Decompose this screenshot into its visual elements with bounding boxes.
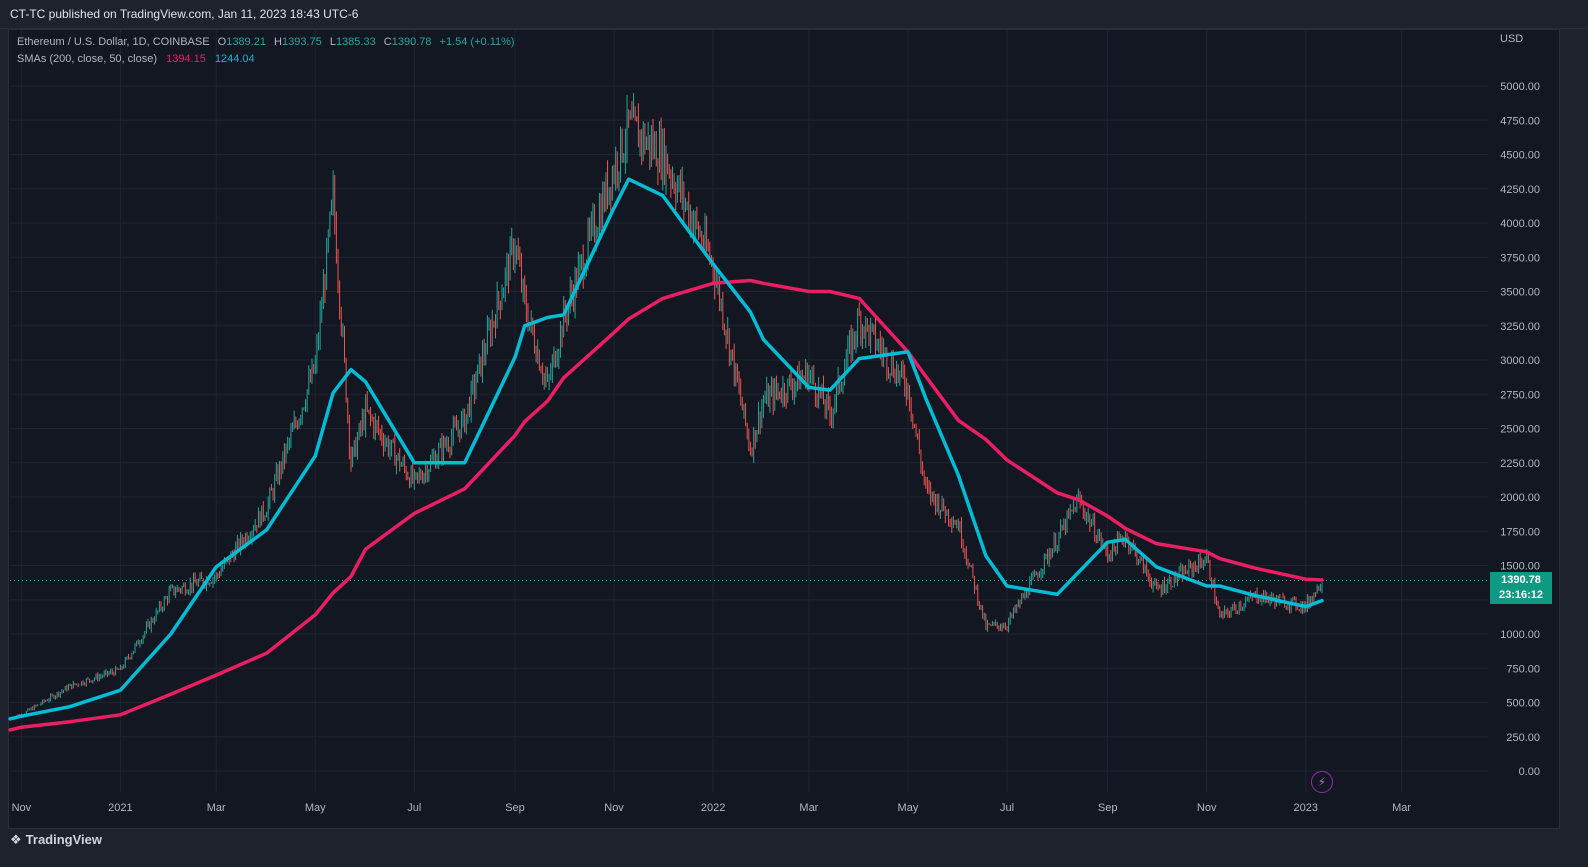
last-price-badge: 1390.78 23:16:12	[1490, 572, 1552, 604]
footer-bar	[0, 829, 1588, 867]
y-tick-label: 1750.00	[1500, 526, 1540, 538]
symbol-label[interactable]: Ethereum / U.S. Dollar, 1D, COINBASE	[17, 36, 210, 48]
close-label: C	[383, 36, 392, 48]
open-value: 1389.21	[226, 36, 266, 48]
y-tick-label: 3500.00	[1500, 287, 1540, 299]
y-tick-label: 750.00	[1506, 663, 1540, 675]
y-tick-label: 2750.00	[1500, 389, 1540, 401]
open-label: O	[217, 36, 227, 48]
x-tick-label: Sep	[505, 802, 525, 814]
x-tick-label: Nov	[1197, 802, 1217, 814]
x-tick-label: 2021	[108, 802, 132, 814]
high-value: 1393.75	[281, 36, 322, 48]
y-tick-label: 0.00	[1519, 766, 1540, 778]
low-label: L	[329, 36, 336, 48]
y-tick-label: 500.00	[1506, 698, 1540, 710]
currency-label[interactable]: USD	[1500, 33, 1524, 45]
y-tick-label: 2000.00	[1500, 492, 1540, 504]
x-tick-label: Sep	[1098, 802, 1118, 814]
change-value: +1.54 (+0.11%)	[439, 36, 515, 48]
x-tick-label: Mar	[207, 802, 226, 814]
sma50-line	[8, 177, 1324, 721]
publish-header: CT-TC published on TradingView.com, Jan …	[0, 0, 1588, 29]
y-tick-label: 1500.00	[1500, 561, 1540, 573]
x-tick-label: Nov	[12, 802, 32, 814]
y-tick-label: 4500.00	[1500, 150, 1540, 162]
high-label: H	[274, 36, 282, 48]
last-price-value: 1390.78	[1501, 574, 1541, 586]
sma200-line	[8, 278, 1324, 732]
publisher-line: CT-TC published on TradingView.com, Jan …	[10, 7, 359, 21]
y-tick-label: 4750.00	[1500, 115, 1540, 127]
x-tick-label: May	[305, 802, 326, 814]
sma-row: SMAs (200, close, 50, close) 1394.15 124…	[17, 51, 515, 68]
sma200-value: 1394.15	[166, 53, 206, 65]
y-tick-label: 4250.00	[1500, 184, 1540, 196]
low-value: 1385.33	[335, 36, 376, 48]
sma-label[interactable]: SMAs (200, close, 50, close)	[17, 53, 158, 65]
x-tick-label: Jul	[407, 802, 421, 814]
y-tick-label: 5000.00	[1500, 81, 1540, 93]
x-tick-label: Jul	[1000, 802, 1014, 814]
chart-legend: Ethereum / U.S. Dollar, 1D, COINBASE O13…	[17, 34, 515, 68]
tv-logo-icon: ❖	[10, 832, 22, 847]
y-tick-label: 3250.00	[1500, 321, 1540, 333]
x-tick-label: Mar	[799, 802, 818, 814]
y-tick-label: 4000.00	[1500, 218, 1540, 230]
bar-countdown: 23:16:12	[1498, 589, 1544, 601]
close-value: 1390.78	[391, 36, 432, 48]
x-tick-label: Nov	[604, 802, 624, 814]
ohlc-row: Ethereum / U.S. Dollar, 1D, COINBASE O13…	[17, 34, 515, 51]
tradingview-logo[interactable]: ❖ TradingView	[10, 832, 102, 848]
y-tick-label: 250.00	[1506, 732, 1540, 744]
sma50-value: 1244.04	[214, 53, 255, 65]
x-tick-label: Mar	[1392, 802, 1411, 814]
x-tick-label: 2022	[701, 802, 725, 814]
brand-text: TradingView	[25, 832, 102, 847]
y-tick-label: 2250.00	[1500, 458, 1540, 470]
lightning-icon[interactable]: ⚡	[1311, 771, 1333, 793]
y-tick-label: 3000.00	[1500, 355, 1540, 367]
y-tick-label: 2500.00	[1500, 424, 1540, 436]
y-tick-label: 3750.00	[1500, 252, 1540, 264]
x-tick-label: May	[898, 802, 919, 814]
y-tick-label: 1000.00	[1500, 629, 1540, 641]
x-tick-label: 2023	[1294, 802, 1318, 814]
